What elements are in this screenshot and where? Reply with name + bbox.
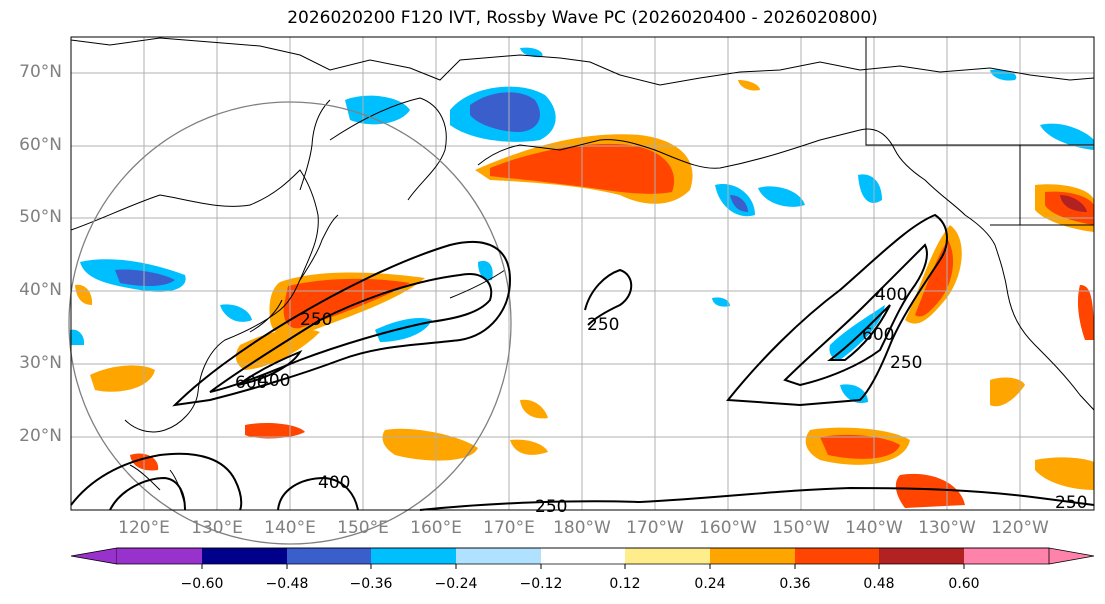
map-title: 2026020200 F120 IVT, Rossby Wave PC (202…: [287, 8, 878, 28]
lon-label: 120°W: [991, 518, 1049, 538]
colorbar-tick-label: 0.12: [609, 576, 641, 592]
lon-label: 130°E: [191, 518, 243, 538]
colorbar-tick-label: 0.24: [694, 576, 726, 592]
lon-label: 180°W: [553, 518, 611, 538]
contour-label: 250: [300, 310, 332, 330]
colorbar-tick-label: −0.48: [265, 576, 309, 592]
lon-label: 170°E: [483, 518, 535, 538]
contour-label: 250: [890, 353, 922, 373]
lat-label: 50°N: [19, 207, 62, 227]
lon-label: 160°W: [699, 518, 757, 538]
lon-label: 140°E: [264, 518, 316, 538]
region-circle: [68, 101, 512, 545]
lat-label: 20°N: [19, 426, 62, 446]
lon-label: 140°W: [845, 518, 903, 538]
colorbar-tick-label: −0.60: [180, 576, 224, 592]
lon-label: 170°W: [626, 518, 684, 538]
colorbar-tick-label: −0.12: [519, 576, 563, 592]
colorbar-tick-label: −0.24: [434, 576, 478, 592]
colorbar: [70, 547, 1095, 569]
lat-label: 40°N: [19, 280, 62, 300]
lon-label: 150°E: [337, 518, 389, 538]
contour-labels: 250 600 400 250 600 400 250 250 400 250: [235, 285, 1087, 517]
colorbar-tick-label: 0.60: [948, 576, 980, 592]
lat-label: 70°N: [19, 62, 62, 82]
contour-label: 250: [587, 315, 619, 335]
lon-label: 130°W: [918, 518, 976, 538]
colorbar-tick-label: −0.36: [349, 576, 393, 592]
lon-label: 150°W: [772, 518, 830, 538]
lon-label: 120°E: [118, 518, 170, 538]
ivt-contours: [70, 213, 1095, 511]
colorbar-tick-label: 0.36: [779, 576, 811, 592]
contour-label: 400: [875, 285, 907, 305]
lon-label: 160°E: [410, 518, 462, 538]
lat-label: 30°N: [19, 353, 62, 373]
contour-label: 600: [235, 373, 267, 393]
contour-label: 250: [535, 497, 567, 517]
contour-label: 600: [862, 325, 894, 345]
lat-label: 60°N: [19, 135, 62, 155]
contour-label: 400: [258, 371, 290, 391]
contour-label: 250: [1055, 493, 1087, 513]
colorbar-tick-label: 0.48: [863, 576, 895, 592]
map-border: [70, 36, 1095, 511]
contour-label: 400: [318, 473, 350, 493]
